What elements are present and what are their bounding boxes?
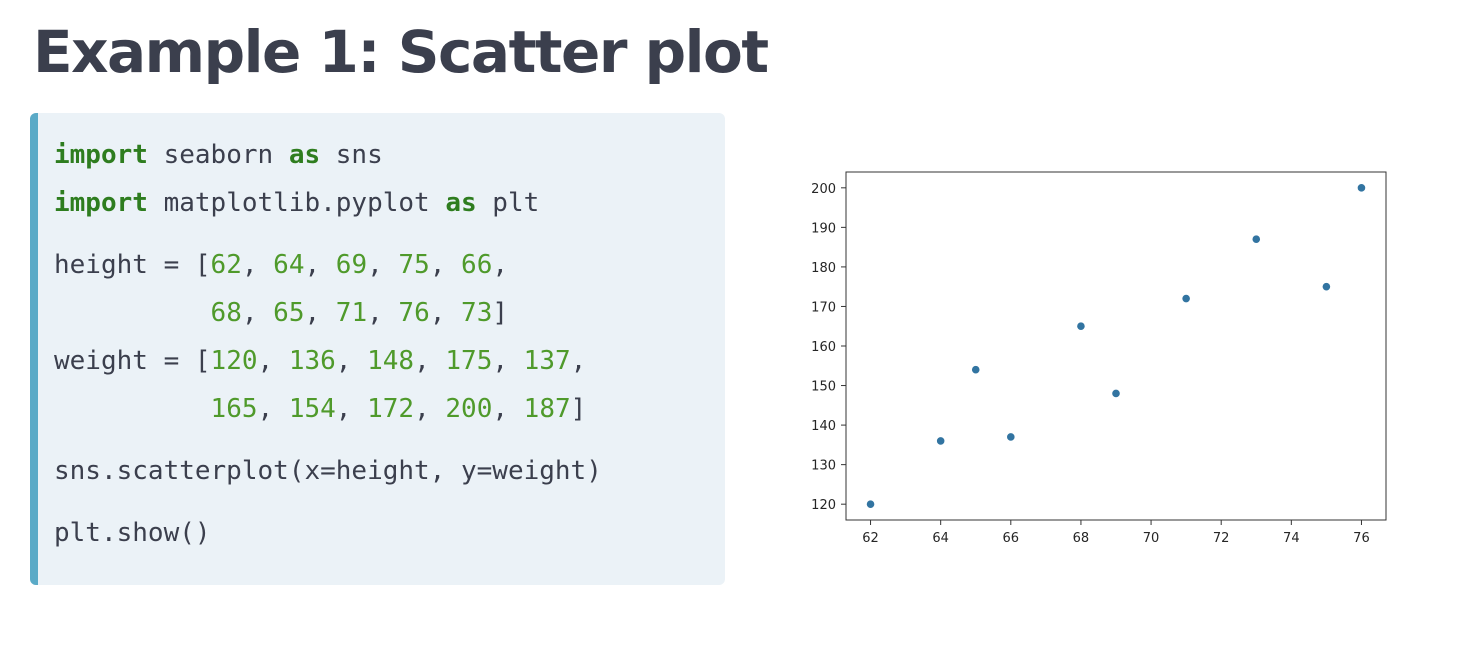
number-literal: 165 <box>210 394 258 424</box>
code-line-show: plt.show() <box>54 518 211 548</box>
number-literal: 75 <box>398 250 430 280</box>
x-tick-label: 76 <box>1353 531 1370 546</box>
x-tick-label: 68 <box>1073 531 1090 546</box>
separator: , <box>241 250 274 280</box>
number-literal: 187 <box>523 394 571 424</box>
y-tick-label: 140 <box>811 419 836 434</box>
bracket: ] <box>570 394 587 424</box>
data-point <box>1076 321 1086 331</box>
plot-frame <box>845 171 1387 521</box>
keyword-import: import <box>54 140 148 170</box>
number-literal: 76 <box>398 298 430 328</box>
number-literal: 69 <box>335 250 368 280</box>
code-text: height = [ <box>54 250 211 280</box>
keyword-as: as <box>288 140 321 170</box>
separator: , <box>257 346 289 376</box>
page-title: Example 1: Scatter plot <box>33 18 769 86</box>
x-tick-label: 70 <box>1143 531 1160 546</box>
number-literal: 175 <box>445 346 493 376</box>
number-literal: 137 <box>523 346 571 376</box>
separator: , <box>304 250 336 280</box>
data-point <box>1111 388 1121 399</box>
code-line-scatterplot: sns.scatterplot(x=height, y=weight) <box>54 456 602 486</box>
separator: , <box>492 394 524 424</box>
separator: , <box>414 346 446 376</box>
number-literal: 120 <box>210 346 258 376</box>
data-point <box>865 499 876 509</box>
number-literal: 65 <box>273 298 305 328</box>
y-tick-label: 130 <box>811 459 836 474</box>
number-literal: 172 <box>367 394 415 424</box>
code-text: matplotlib.pyplot <box>147 188 446 218</box>
code-block: import seaborn as sns import matplotlib.… <box>30 113 725 585</box>
scatter-chart: 62 64 66 68 70 72 74 76 120 130 140 150 160 170 180 190… <box>811 171 1387 546</box>
separator: , <box>335 394 368 424</box>
separator: , <box>429 250 462 280</box>
number-literal: 148 <box>367 346 415 376</box>
keyword-as: as <box>445 188 477 218</box>
x-tick-label: 64 <box>932 531 949 546</box>
data-point <box>971 365 981 375</box>
y-tick-label: 200 <box>811 182 836 197</box>
number-literal: 66 <box>461 250 493 280</box>
x-tick-label: 72 <box>1213 531 1230 546</box>
x-tick-label: 62 <box>862 531 879 546</box>
y-tick-label: 160 <box>811 340 836 355</box>
y-tick-label: 170 <box>811 300 836 315</box>
bracket: ] <box>492 298 509 328</box>
number-literal: 64 <box>273 250 305 280</box>
data-point <box>936 436 946 446</box>
number-literal: 73 <box>461 298 493 328</box>
x-tick-label: 66 <box>1003 531 1020 546</box>
x-tick-label: 74 <box>1283 531 1300 546</box>
code-line-weight-2: 165, 154, 172, 200, 187] <box>54 389 587 429</box>
data-point <box>1006 432 1016 442</box>
separator: , <box>429 298 462 328</box>
data-point <box>1181 293 1191 304</box>
code-text: weight = [ <box>54 346 211 376</box>
number-literal: 136 <box>288 346 336 376</box>
separator: , <box>570 346 587 376</box>
separator: , <box>304 298 336 328</box>
y-tick-label: 190 <box>811 221 836 236</box>
code-line-weight-1: weight = [120, 136, 148, 175, 137, <box>54 341 586 381</box>
separator: , <box>492 250 509 280</box>
y-tick-label: 120 <box>811 498 836 513</box>
number-literal: 200 <box>445 394 493 424</box>
number-literal: 71 <box>335 298 368 328</box>
data-point <box>1356 183 1367 193</box>
y-tick-label: 150 <box>811 380 836 395</box>
separator: , <box>335 346 368 376</box>
code-text: plt <box>476 188 540 218</box>
separator: , <box>492 346 524 376</box>
code-text: sns <box>320 140 383 170</box>
code-line-height-1: height = [62, 64, 69, 75, 66, <box>54 245 508 285</box>
separator: , <box>241 298 274 328</box>
number-literal: 68 <box>210 298 242 328</box>
code-accent-bar <box>30 113 38 585</box>
code-line-height-2: 68, 65, 71, 76, 73] <box>54 293 508 333</box>
data-point <box>1321 282 1331 292</box>
y-tick-label: 180 <box>811 261 836 276</box>
separator: , <box>367 250 399 280</box>
code-line-import-seaborn: import seaborn as sns <box>54 135 383 175</box>
code-text: seaborn <box>147 140 289 170</box>
code-line-import-matplotlib: import matplotlib.pyplot as plt <box>54 183 539 223</box>
separator: , <box>367 298 399 328</box>
number-literal: 154 <box>288 394 336 424</box>
number-literal: 62 <box>210 250 242 280</box>
data-point <box>1251 234 1261 244</box>
keyword-import: import <box>54 188 148 218</box>
separator: , <box>257 394 289 424</box>
separator: , <box>414 394 446 424</box>
